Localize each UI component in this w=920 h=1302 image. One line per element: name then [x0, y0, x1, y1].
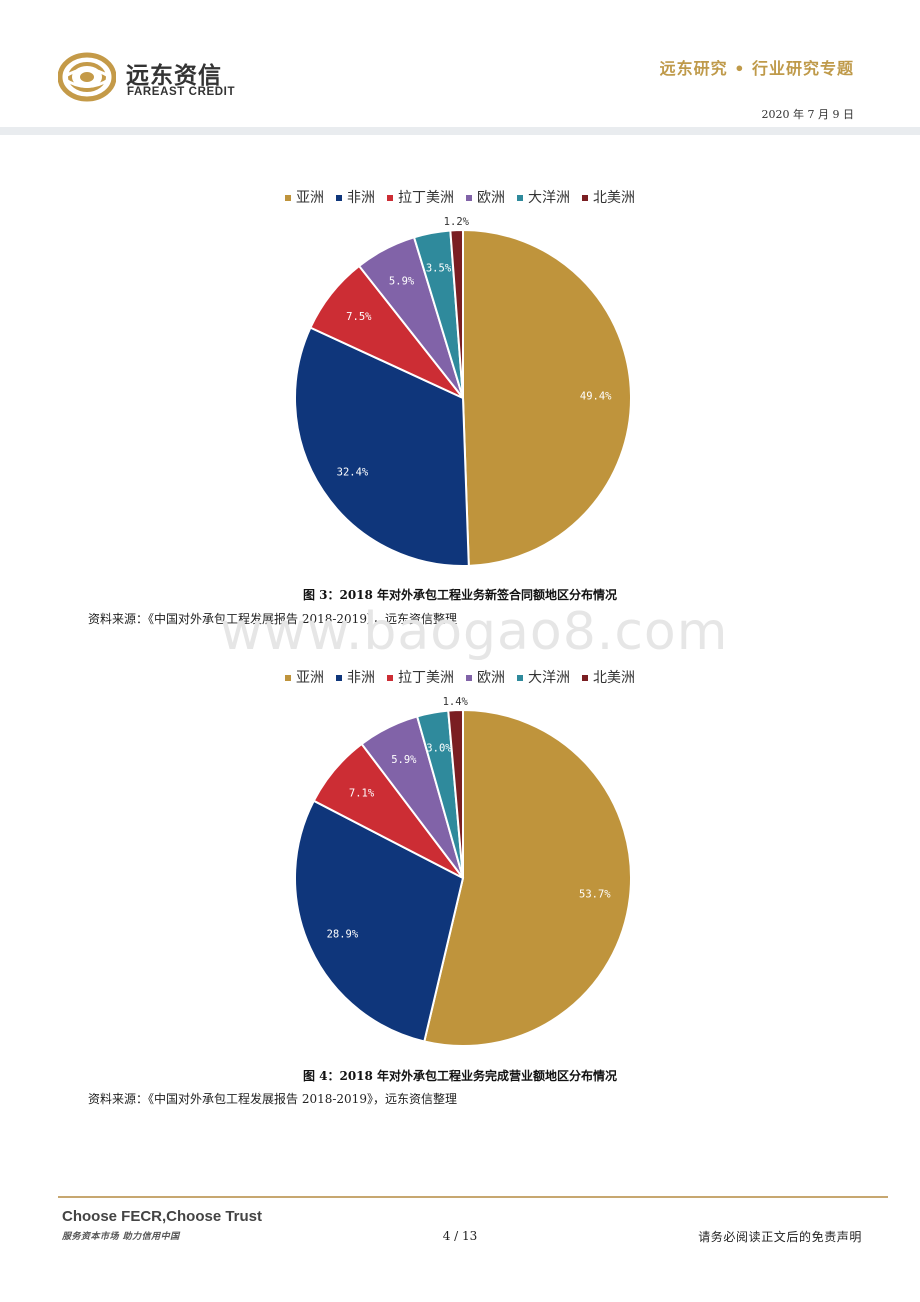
logo-text-en: FAREAST CREDIT — [127, 86, 236, 98]
legend-swatch — [336, 675, 342, 681]
legend-item: 欧洲 — [466, 667, 505, 687]
legend-swatch — [582, 195, 588, 201]
page-number: 4 / 13 — [442, 1229, 478, 1243]
legend-item: 亚洲 — [285, 667, 324, 687]
legend-label: 拉丁美洲 — [398, 670, 454, 686]
page-header: 远东资信 FAREAST CREDIT 远东研究 • 行业研究专题 2020 年… — [0, 0, 920, 135]
legend-item: 亚洲 — [285, 187, 324, 207]
footer-slogan-en: Choose FECR,Choose Trust — [62, 1208, 263, 1225]
watermark: www.baogao8.com — [220, 602, 729, 662]
pie-slice — [449, 228, 464, 399]
legend-item: 北美洲 — [582, 187, 635, 207]
legend-item: 大洋洲 — [517, 187, 570, 207]
legend-swatch — [466, 195, 472, 201]
legend-swatch — [387, 195, 393, 201]
pie-slice — [294, 799, 465, 1043]
legend-label: 亚洲 — [296, 670, 324, 686]
pie-data-label: 3.0% — [426, 742, 452, 754]
chart-legend-fig3: 亚洲 非洲 拉丁美洲 欧洲 大洋洲 北美洲 — [0, 187, 920, 207]
pie-data-label: 7.5% — [346, 311, 372, 323]
pie-data-label: 53.7% — [579, 888, 611, 900]
legend-item: 拉丁美洲 — [387, 187, 454, 207]
chart-legend-fig4: 亚洲 非洲 拉丁美洲 欧洲 大洋洲 北美洲 — [0, 667, 920, 687]
figure-caption-fig3: 图 3：2018 年对外承包工程业务新签合同额地区分布情况 — [302, 588, 618, 602]
pie-data-label: 1.4% — [443, 696, 469, 708]
footer-divider — [58, 1196, 888, 1198]
legend-swatch — [336, 195, 342, 201]
legend-label: 拉丁美洲 — [398, 190, 454, 206]
legend-label: 大洋洲 — [528, 190, 570, 206]
pie-data-label: 1.2% — [444, 216, 470, 228]
legend-swatch — [285, 195, 291, 201]
legend-item: 欧洲 — [466, 187, 505, 207]
report-date: 2020 年 7 月 9 日 — [761, 108, 854, 121]
pie-slice — [462, 228, 632, 567]
legend-swatch — [517, 195, 523, 201]
pie-data-label: 49.4% — [580, 391, 612, 403]
legend-label: 非洲 — [347, 190, 375, 206]
legend-swatch — [517, 675, 523, 681]
legend-item: 拉丁美洲 — [387, 667, 454, 687]
pie-data-label: 7.1% — [349, 787, 375, 799]
pie-chart-fig3: 49.4% 32.4% 7.5% 5.9% 3.5% 1.2% — [294, 216, 632, 567]
legend-label: 北美洲 — [593, 190, 635, 206]
pie-slice — [423, 708, 632, 1047]
legend-swatch — [387, 675, 393, 681]
pie-slice — [447, 708, 464, 879]
legend-item: 北美洲 — [582, 667, 635, 687]
legend-swatch — [582, 675, 588, 681]
pie-chart-fig4: 53.7% 28.9% 7.1% 5.9% 3.0% 1.4% — [294, 696, 632, 1047]
legend-label: 亚洲 — [296, 190, 324, 206]
figure-source-fig3: 资料来源：《中国对外承包工程发展报告 2018-2019》，远东资信整理 — [88, 612, 457, 626]
report-series-title: 远东研究 • 行业研究专题 — [659, 59, 854, 78]
pie-slice — [294, 326, 470, 567]
legend-swatch — [466, 675, 472, 681]
figure-caption-fig4: 图 4：2018 年对外承包工程业务完成营业额地区分布情况 — [302, 1069, 618, 1083]
legend-swatch — [285, 675, 291, 681]
pie-data-label: 5.9% — [389, 275, 415, 287]
fareast-credit-logo-icon — [58, 52, 116, 102]
legend-label: 欧洲 — [477, 670, 505, 686]
footer-slogan-cn: 服务资本市场 助力信用中国 — [62, 1232, 180, 1242]
pie-data-label: 3.5% — [426, 263, 452, 275]
logo-text-cn: 远东资信 — [126, 63, 222, 89]
legend-label: 北美洲 — [593, 670, 635, 686]
header-divider — [0, 127, 920, 135]
pie-data-label: 32.4% — [337, 466, 369, 478]
pie-data-label: 5.9% — [391, 754, 417, 766]
legend-item: 大洋洲 — [517, 667, 570, 687]
pie-data-label: 28.9% — [327, 928, 359, 940]
legend-label: 欧洲 — [477, 190, 505, 206]
legend-label: 大洋洲 — [528, 670, 570, 686]
legend-item: 非洲 — [336, 187, 375, 207]
legend-item: 非洲 — [336, 667, 375, 687]
legend-label: 非洲 — [347, 670, 375, 686]
figure-source-fig4: 资料来源：《中国对外承包工程发展报告 2018-2019》，远东资信整理 — [88, 1092, 457, 1106]
footer-disclaimer: 请务必阅读正文后的免责声明 — [698, 1230, 862, 1244]
